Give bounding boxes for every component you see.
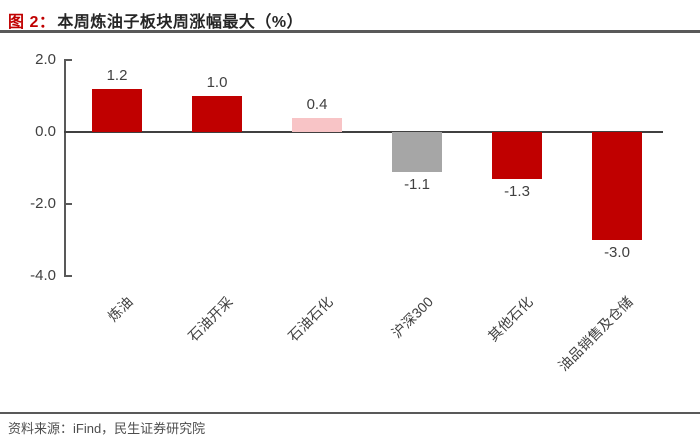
y-axis-line [64, 60, 66, 276]
x-axis-category-text: 石油开采 [184, 293, 236, 345]
bar-value-label: -1.3 [504, 182, 530, 200]
title-divider [0, 30, 700, 33]
y-axis-tick [64, 275, 72, 277]
chart-bar [92, 88, 142, 132]
chart-bar [392, 132, 442, 172]
chart-title-text: 本周炼油子板块周涨幅最大（%） [57, 14, 304, 31]
bar-value-label: -1.1 [404, 175, 430, 193]
bar-value-label: 1.2 [106, 66, 128, 84]
chart-bar [292, 117, 342, 132]
zero-gridline [64, 131, 663, 133]
y-axis-tick-label: 0.0 [35, 123, 56, 140]
y-axis-tick [64, 203, 72, 205]
y-axis-tick-label: -4.0 [30, 267, 56, 284]
y-axis-tick [64, 59, 72, 61]
x-axis-category-text: 其他石化 [484, 293, 536, 345]
bar-value-label: 1.0 [206, 74, 228, 91]
x-axis-category-text: 炼油 [104, 293, 136, 325]
chart-bar [592, 132, 642, 240]
x-axis-category-text: 石油石化 [284, 293, 336, 345]
y-axis-tick-label: -2.0 [30, 195, 56, 212]
chart-bar [492, 132, 542, 179]
chart-title: 图 2： 本周炼油子板块周涨幅最大（%） [8, 8, 303, 32]
chart-bar [192, 96, 242, 132]
x-axis-category-text: 油品销售及仓储 [555, 293, 636, 375]
bar-value-label: 0.4 [306, 95, 328, 113]
bar-value-label: -3.0 [604, 244, 630, 261]
y-axis-tick-label: 2.0 [35, 51, 56, 68]
footer-divider [0, 412, 700, 414]
x-axis-category-text: 沪深300 [388, 293, 436, 342]
figure-number: 图 2： [8, 14, 56, 31]
source-note: 资料来源：iFind，民生证券研究院 [8, 421, 206, 436]
